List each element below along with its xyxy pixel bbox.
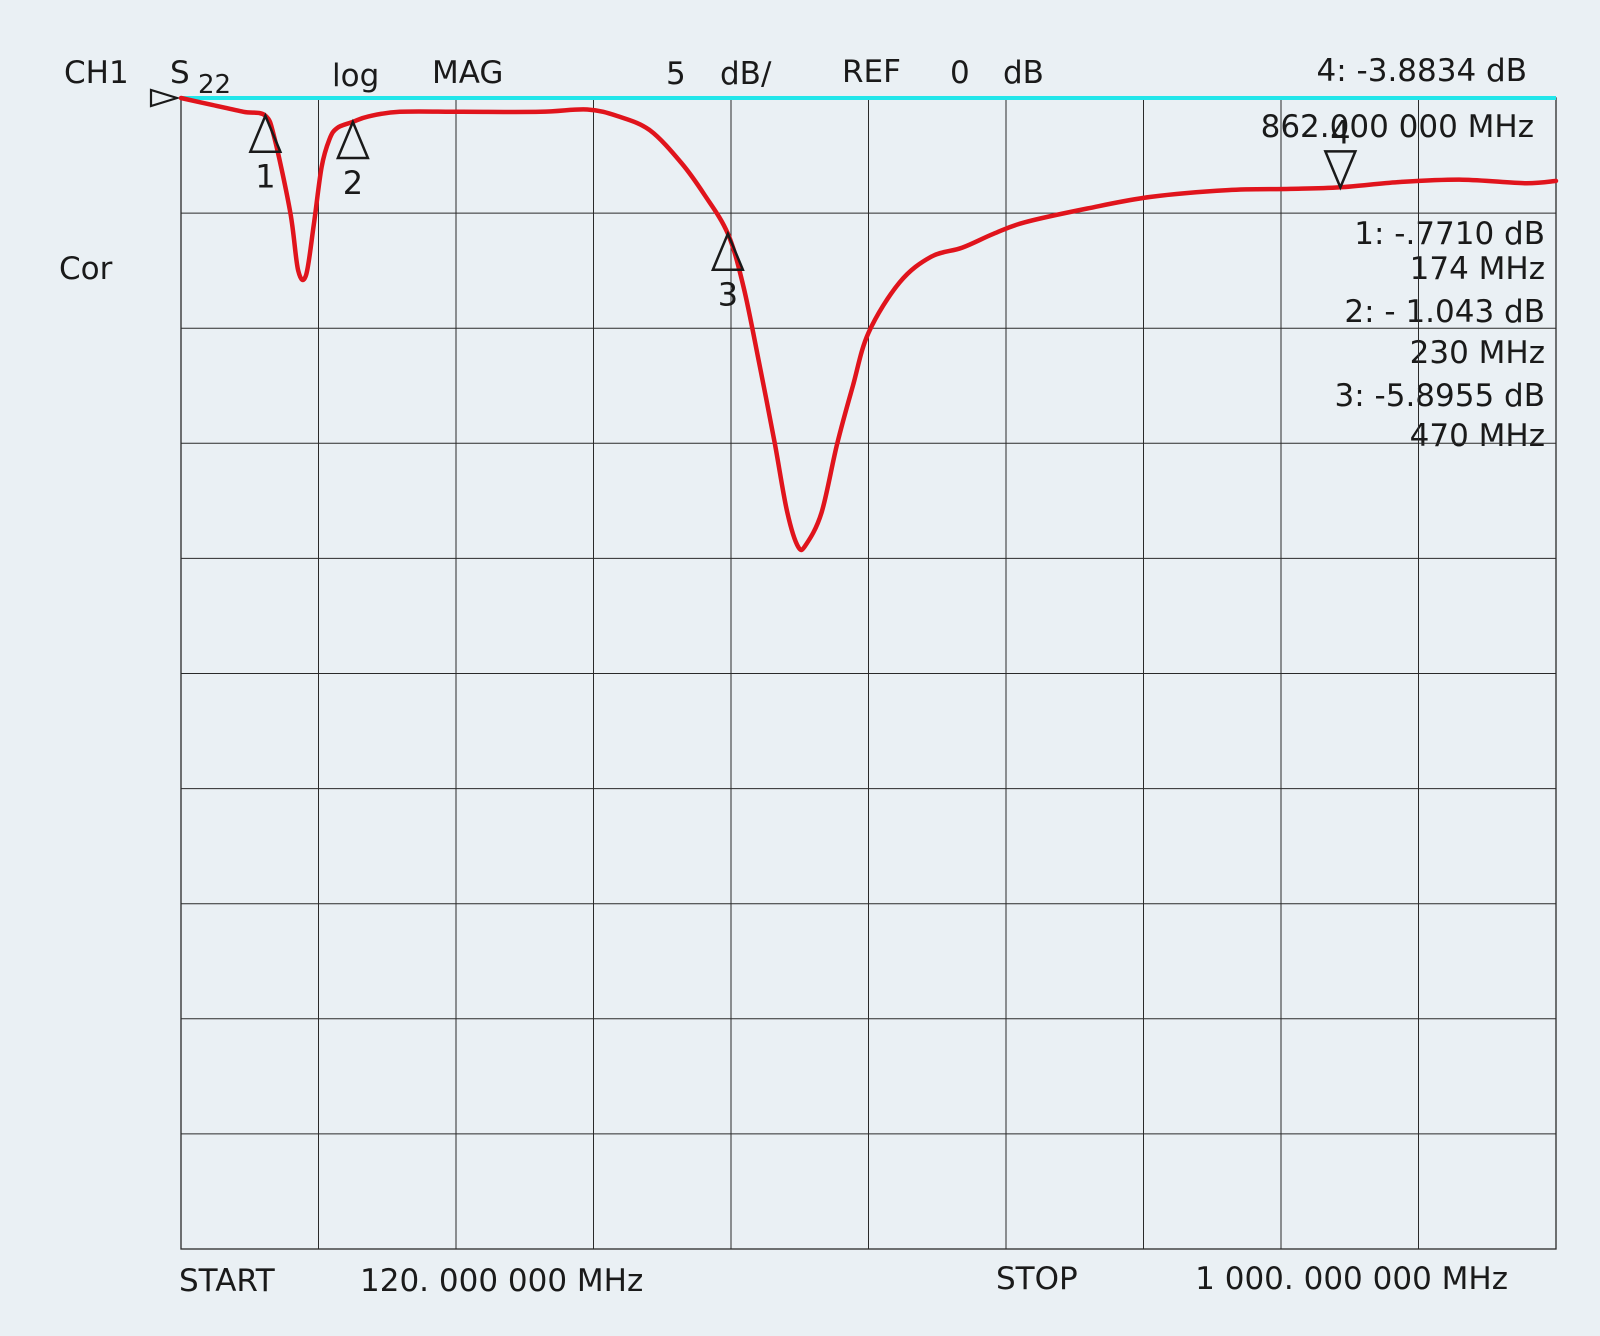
correction-indicator: Cor	[59, 251, 113, 287]
scale-value: 5	[666, 56, 686, 92]
marker-1-readout-frequency: 174 MHz	[1410, 251, 1545, 287]
s22-trace	[178, 95, 1559, 553]
marker-1-readout-value: 1: -.7710 dB	[1354, 216, 1545, 252]
marker-3-label: 3	[718, 276, 738, 314]
start-label: START	[179, 1263, 276, 1299]
marker-2-triangle-icon	[336, 118, 370, 160]
stop-label: STOP	[996, 1261, 1078, 1297]
marker-1-triangle-icon	[248, 112, 283, 153]
parameter-label: S	[170, 55, 190, 91]
marker-3-readout-frequency: 470 MHz	[1410, 418, 1545, 454]
ref-label: REF	[842, 54, 901, 90]
channel-label: CH1	[64, 55, 129, 91]
ref-unit: dB	[1003, 55, 1044, 91]
active-marker-value: 4: -3.8834 dB	[1317, 53, 1527, 89]
marker-layer: 1 2 3 4	[248, 112, 1358, 314]
parameter-subscript: 22	[198, 70, 231, 100]
marker-1-label: 1	[255, 158, 275, 196]
marker-2-readout-frequency: 230 MHz	[1410, 335, 1545, 371]
marker-3-readout-value: 3: -5.8955 dB	[1335, 378, 1545, 414]
start-frequency: 120. 000 000 MHz	[360, 1263, 643, 1299]
trace-layer	[149, 88, 1559, 553]
marker-2-label: 2	[343, 164, 363, 202]
marker-3-triangle-icon	[711, 230, 745, 271]
marker-2-readout-value: 2: - 1.043 dB	[1344, 294, 1545, 330]
active-marker-frequency: 862.000 000 MHz	[1261, 109, 1534, 145]
scale-unit: dB/	[720, 56, 772, 92]
graticule	[180, 97, 1557, 1250]
format-mag-label: MAG	[432, 55, 503, 91]
marker-4-triangle-icon	[1323, 150, 1358, 191]
stop-frequency: 1 000. 000 000 MHz	[1195, 1261, 1508, 1297]
ref-value: 0	[950, 55, 970, 91]
marker-4-label: 4	[1330, 113, 1350, 151]
format-log-label: log	[332, 58, 379, 94]
reference-level-arrow-icon	[149, 88, 181, 108]
